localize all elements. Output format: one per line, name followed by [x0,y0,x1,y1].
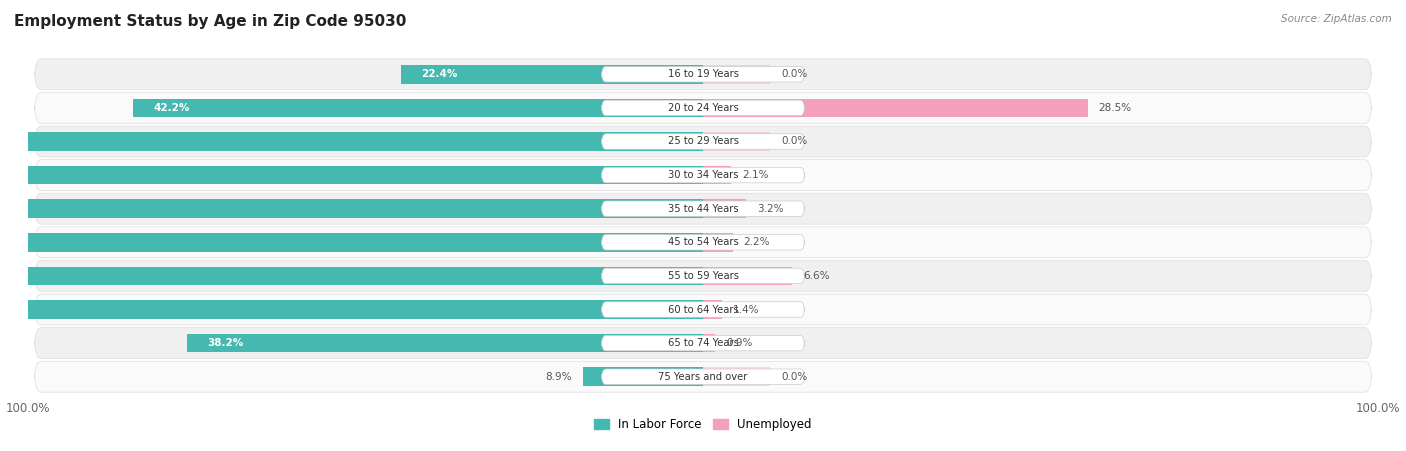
Text: 45 to 54 Years: 45 to 54 Years [668,237,738,247]
Text: 0.0%: 0.0% [782,69,807,79]
Bar [0,132,703,151]
Text: 0.9%: 0.9% [725,338,752,348]
FancyBboxPatch shape [35,361,1371,392]
Text: 2.1%: 2.1% [742,170,769,180]
Bar [0,199,703,218]
FancyBboxPatch shape [602,268,804,284]
Bar [703,300,721,319]
Bar [0,267,703,285]
Text: 28.5%: 28.5% [1098,103,1132,113]
Text: 42.2%: 42.2% [153,103,190,113]
Text: 0.0%: 0.0% [782,137,807,147]
Text: 35 to 44 Years: 35 to 44 Years [668,204,738,214]
Bar [0,166,703,184]
FancyBboxPatch shape [35,59,1371,90]
Text: Source: ZipAtlas.com: Source: ZipAtlas.com [1281,14,1392,23]
Text: 75 Years and over: 75 Years and over [658,372,748,382]
Text: 65 to 74 Years: 65 to 74 Years [668,338,738,348]
Text: 55 to 59 Years: 55 to 59 Years [668,271,738,281]
Bar [703,233,733,252]
Text: 3.2%: 3.2% [756,204,783,214]
Text: Employment Status by Age in Zip Code 95030: Employment Status by Age in Zip Code 950… [14,14,406,28]
Bar [134,99,703,117]
Bar [401,65,703,83]
FancyBboxPatch shape [602,67,804,82]
FancyBboxPatch shape [602,201,804,216]
Text: 25 to 29 Years: 25 to 29 Years [668,137,738,147]
Bar [703,368,770,386]
Text: 22.4%: 22.4% [420,69,457,79]
Text: 2.2%: 2.2% [744,237,770,247]
FancyBboxPatch shape [35,92,1371,123]
Text: 1.4%: 1.4% [733,304,759,314]
FancyBboxPatch shape [602,369,804,384]
FancyBboxPatch shape [35,227,1371,258]
Bar [0,233,703,252]
Bar [703,199,747,218]
Bar [703,132,770,151]
Bar [187,334,703,352]
Text: 20 to 24 Years: 20 to 24 Years [668,103,738,113]
Bar [0,300,703,319]
FancyBboxPatch shape [602,235,804,250]
FancyBboxPatch shape [35,260,1371,291]
Legend: In Labor Force, Unemployed: In Labor Force, Unemployed [589,413,817,436]
Bar [583,368,703,386]
Bar [703,166,731,184]
Text: 8.9%: 8.9% [546,372,572,382]
Text: 38.2%: 38.2% [208,338,243,348]
FancyBboxPatch shape [35,193,1371,224]
FancyBboxPatch shape [35,160,1371,191]
Bar [703,99,1088,117]
FancyBboxPatch shape [602,167,804,183]
FancyBboxPatch shape [35,294,1371,325]
Text: 54.4%: 54.4% [0,304,25,314]
Text: 6.6%: 6.6% [803,271,830,281]
FancyBboxPatch shape [602,336,804,351]
FancyBboxPatch shape [602,100,804,115]
Text: 30 to 34 Years: 30 to 34 Years [668,170,738,180]
Text: 60 to 64 Years: 60 to 64 Years [668,304,738,314]
Text: 16 to 19 Years: 16 to 19 Years [668,69,738,79]
FancyBboxPatch shape [35,126,1371,157]
Bar [703,267,792,285]
Bar [703,65,770,83]
FancyBboxPatch shape [602,134,804,149]
Bar [703,334,716,352]
Text: 0.0%: 0.0% [782,372,807,382]
FancyBboxPatch shape [602,302,804,317]
FancyBboxPatch shape [35,328,1371,359]
